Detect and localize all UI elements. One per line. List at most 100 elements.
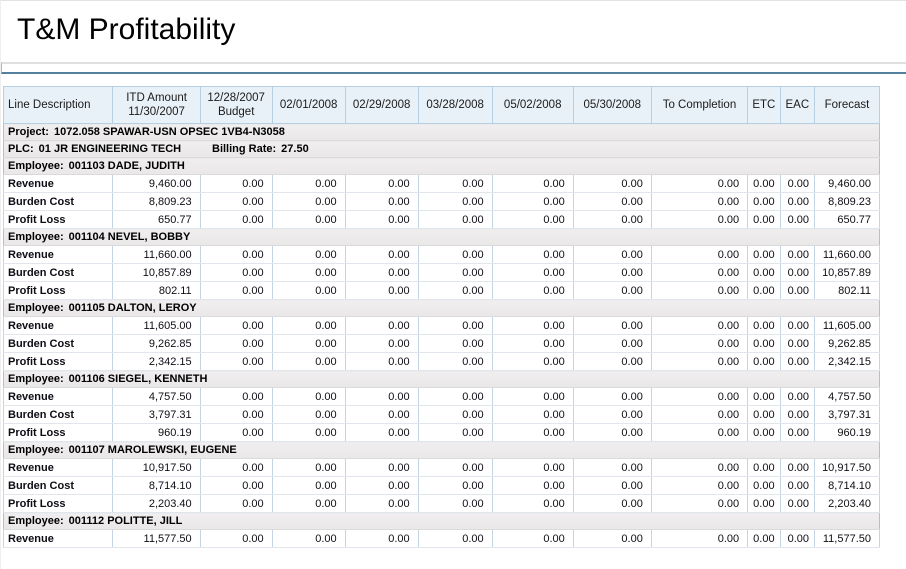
value-cell: 8,809.23 [814,192,880,211]
value-cell: 0.00 [572,316,652,335]
value-cell: 0.00 [650,458,749,477]
header-divider [1,62,906,74]
line-description-cell: Revenue [2,316,114,335]
value-cell: 0.00 [779,316,816,335]
employee-row-cell: Employee: 001112 POLITTE, JILL [3,512,880,530]
value-cell: 0.00 [271,352,346,371]
value-cell: 0.00 [650,529,749,548]
value-cell: 0.00 [271,192,346,211]
value-cell: 11,605.00 [814,316,880,335]
value-cell: 0.00 [747,174,781,193]
value-cell: 0.00 [344,263,419,282]
column-header-period-3: 03/28/2008 [417,86,493,124]
value-cell: 3,797.31 [112,405,201,424]
value-cell: 0.00 [491,245,574,264]
value-cell: 0.00 [344,529,419,548]
value-cell: 0.00 [271,174,346,193]
billing-rate-label: Billing Rate: [212,143,277,155]
value-cell: 0.00 [650,263,749,282]
table-row: Revenue 9,460.00 0.00 0.00 0.00 0.00 0.00 0.00 0… [2,174,880,193]
value-cell: 0.00 [344,210,419,229]
value-cell: 0.00 [344,281,419,300]
value-cell: 0.00 [572,210,652,229]
value-cell: 0.00 [572,174,652,193]
line-description-cell: Revenue [2,529,114,548]
employee-name: 001103 DADE, JUDITH [68,160,185,172]
value-cell: 0.00 [747,245,781,264]
value-cell: 9,460.00 [112,174,201,193]
column-header-to-completion: To Completion [650,86,749,124]
value-cell: 0.00 [747,476,781,495]
plc-value: 01 JR ENGINEERING TECH [38,143,182,155]
value-cell: 0.00 [572,529,652,548]
employee-row: Employee: 001103 DADE, JUDITH [3,157,880,175]
value-cell: 0.00 [199,192,273,211]
value-cell: 0.00 [491,174,574,193]
column-header-forecast: Forecast [814,86,880,124]
value-cell: 0.00 [779,423,816,442]
column-header-line-description: Line Description [2,86,114,124]
line-description-cell: Burden Cost [2,405,114,424]
value-cell: 8,714.10 [112,476,201,495]
value-cell: 0.00 [779,387,816,406]
value-cell: 0.00 [572,352,652,371]
value-cell: 0.00 [271,316,346,335]
value-cell: 650.77 [112,210,201,229]
value-cell: 11,660.00 [814,245,880,264]
line-description-cell: Profit Loss [2,423,114,442]
value-cell: 0.00 [271,494,346,513]
table-header-row: Line Description ITD Amount 11/30/2007 1… [2,86,880,124]
value-cell: 0.00 [491,281,574,300]
value-cell: 0.00 [779,405,816,424]
value-cell: 0.00 [650,245,749,264]
value-cell: 0.00 [417,476,493,495]
value-cell: 0.00 [747,405,781,424]
value-cell: 2,342.15 [112,352,201,371]
employee-row: Employee: 001104 NEVEL, BOBBY [3,228,880,246]
line-description-cell: Burden Cost [2,192,114,211]
employee-label: Employee: [8,302,64,314]
value-cell: 0.00 [271,281,346,300]
value-cell: 0.00 [491,476,574,495]
table-body: Project: 1072.058 SPAWAR-USN OPSEC 1VB4-N… [2,123,880,548]
value-cell: 0.00 [199,529,273,548]
value-cell: 0.00 [491,210,574,229]
value-cell: 0.00 [779,210,816,229]
employee-name: 001107 MAROLEWSKI, EUGENE [68,444,237,456]
value-cell: 0.00 [271,245,346,264]
employee-row-cell: Employee: 001105 DALTON, LEROY [3,299,880,317]
column-header-itd-amount: ITD Amount 11/30/2007 [112,86,201,124]
value-cell: 0.00 [572,334,652,353]
value-cell: 0.00 [650,352,749,371]
line-description-cell: Profit Loss [2,210,114,229]
value-cell: 0.00 [417,210,493,229]
value-cell: 10,917.50 [112,458,201,477]
project-row-cell: Project: 1072.058 SPAWAR-USN OPSEC 1VB4-N… [3,123,880,141]
value-cell: 0.00 [572,494,652,513]
value-cell: 0.00 [572,245,652,264]
column-header-budget: 12/28/2007 Budget [199,86,273,124]
employee-row-cell: Employee: 001107 MAROLEWSKI, EUGENE [3,441,880,459]
plc-label: PLC: [8,143,34,155]
value-cell: 10,857.89 [814,263,880,282]
table-row: Profit Loss 2,342.15 0.00 0.00 0.00 0.00 0.00 0… [2,352,880,371]
value-cell: 2,342.15 [814,352,880,371]
value-cell: 2,203.40 [814,494,880,513]
employee-row: Employee: 001112 POLITTE, JILL [3,512,880,530]
value-cell: 0.00 [344,352,419,371]
table-row: Revenue 11,577.50 0.00 0.00 0.00 0.00 0.00 0.00… [2,529,880,548]
value-cell: 0.00 [271,405,346,424]
value-cell: 0.00 [747,192,781,211]
value-cell: 0.00 [572,458,652,477]
value-cell: 8,809.23 [112,192,201,211]
page-title: T&M Profitability [17,13,236,46]
plc-row-cell: PLC: 01 JR ENGINEERING TECH Billing Rate: 2… [3,140,880,158]
value-cell: 0.00 [271,387,346,406]
employee-row: Employee: 001107 MAROLEWSKI, EUGENE [3,441,880,459]
value-cell: 0.00 [344,316,419,335]
value-cell: 0.00 [779,458,816,477]
value-cell: 0.00 [572,476,652,495]
value-cell: 0.00 [344,174,419,193]
table-row: Revenue 4,757.50 0.00 0.00 0.00 0.00 0.00 0.00 0… [2,387,880,406]
